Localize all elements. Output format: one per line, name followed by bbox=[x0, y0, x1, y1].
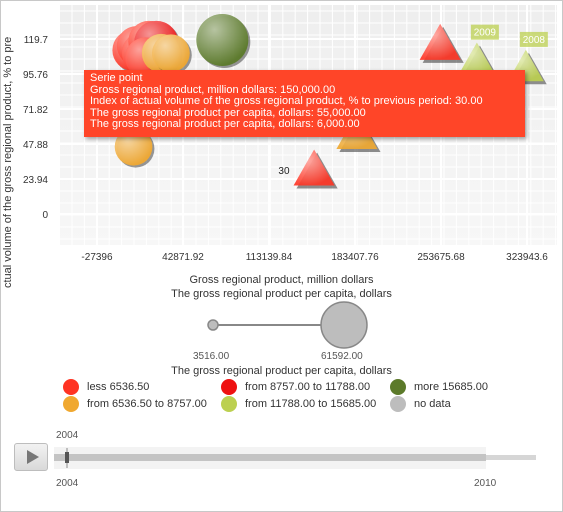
x-tick-label: 42871.92 bbox=[162, 252, 204, 263]
y-tick-label: 23.94 bbox=[23, 175, 48, 186]
data-label-box bbox=[519, 31, 548, 47]
tooltip-line: The gross regional product per capita, d… bbox=[90, 106, 366, 119]
x-tick-label: 183407.76 bbox=[331, 252, 379, 263]
tooltip-line: The gross regional product per capita, d… bbox=[90, 118, 360, 130]
data-label: 2009 bbox=[474, 28, 497, 39]
tooltip-line: Index of actual volume of the gross regi… bbox=[90, 95, 483, 107]
size-legend-min-circle bbox=[207, 319, 219, 331]
legend-label: no data bbox=[414, 398, 451, 410]
legend-label: from 6536.50 to 8757.00 bbox=[87, 398, 207, 410]
legend-label: more 15685.00 bbox=[414, 381, 488, 393]
tooltip-title: Serie point bbox=[90, 72, 143, 84]
legend-swatch bbox=[390, 379, 406, 395]
tooltip: Serie point Gross regional product, mill… bbox=[84, 70, 525, 137]
size-legend-max-label: 61592.00 bbox=[321, 351, 363, 362]
tooltip-line: Gross regional product, million dollars:… bbox=[90, 83, 336, 96]
size-legend bbox=[207, 301, 368, 349]
legend-swatch bbox=[63, 379, 79, 395]
legend-label: from 11788.00 to 15685.00 bbox=[245, 398, 377, 410]
x-tick-label: 253675.68 bbox=[417, 252, 465, 263]
y-tick-label: 119.7 bbox=[24, 35, 49, 46]
y-tick-label: 95.76 bbox=[23, 70, 48, 81]
data-label: 30 bbox=[278, 166, 290, 177]
data-point[interactable] bbox=[152, 34, 192, 75]
legend-swatch bbox=[221, 379, 237, 395]
timeline-track[interactable] bbox=[54, 447, 536, 469]
play-icon bbox=[27, 450, 39, 464]
y-axis: 0 23.94 47.88 71.82 95.76 119.7 bbox=[23, 35, 48, 221]
timeline-current-label: 2004 bbox=[56, 430, 79, 441]
y-tick-label: 71.82 bbox=[23, 105, 48, 116]
data-label: 2008 bbox=[523, 35, 546, 46]
data-point[interactable] bbox=[196, 14, 251, 69]
data-point[interactable]: 30 bbox=[278, 149, 338, 189]
data-point[interactable] bbox=[419, 23, 464, 63]
data-point[interactable] bbox=[114, 127, 155, 168]
x-tick-label: 323943.6 bbox=[506, 252, 548, 263]
y-axis-label: ctual volume of the gross regional produ… bbox=[2, 36, 14, 288]
legend-swatch bbox=[390, 396, 406, 412]
play-button[interactable] bbox=[14, 443, 48, 471]
legend-label: from 8757.00 to 11788.00 bbox=[245, 381, 371, 393]
size-legend-min-label: 3516.00 bbox=[193, 351, 230, 362]
color-legend-title: The gross regional product per capita, d… bbox=[171, 365, 392, 377]
data-points: 30 2009 2008 bbox=[112, 14, 548, 189]
y-tick-label: 47.88 bbox=[23, 140, 48, 151]
size-legend-max-circle bbox=[320, 301, 368, 349]
size-legend-title: The gross regional product per capita, d… bbox=[171, 288, 392, 300]
data-label-box bbox=[470, 24, 499, 40]
x-tick-label: 113139.84 bbox=[246, 252, 293, 263]
legend-swatch bbox=[63, 396, 79, 412]
legend-label: less 6536.50 bbox=[87, 381, 150, 393]
x-tick-label: -27396 bbox=[81, 252, 113, 263]
x-axis-label: Gross regional product, million dollars bbox=[189, 274, 374, 286]
y-tick-label: 0 bbox=[42, 210, 48, 221]
legend-swatch bbox=[221, 396, 237, 412]
timeline-end-label: 2010 bbox=[474, 478, 497, 489]
timeline-start-label: 2004 bbox=[56, 478, 79, 489]
x-axis: -27396 42871.92 113139.84 183407.76 253675.6… bbox=[81, 252, 548, 263]
timeline-handle[interactable] bbox=[65, 452, 69, 463]
